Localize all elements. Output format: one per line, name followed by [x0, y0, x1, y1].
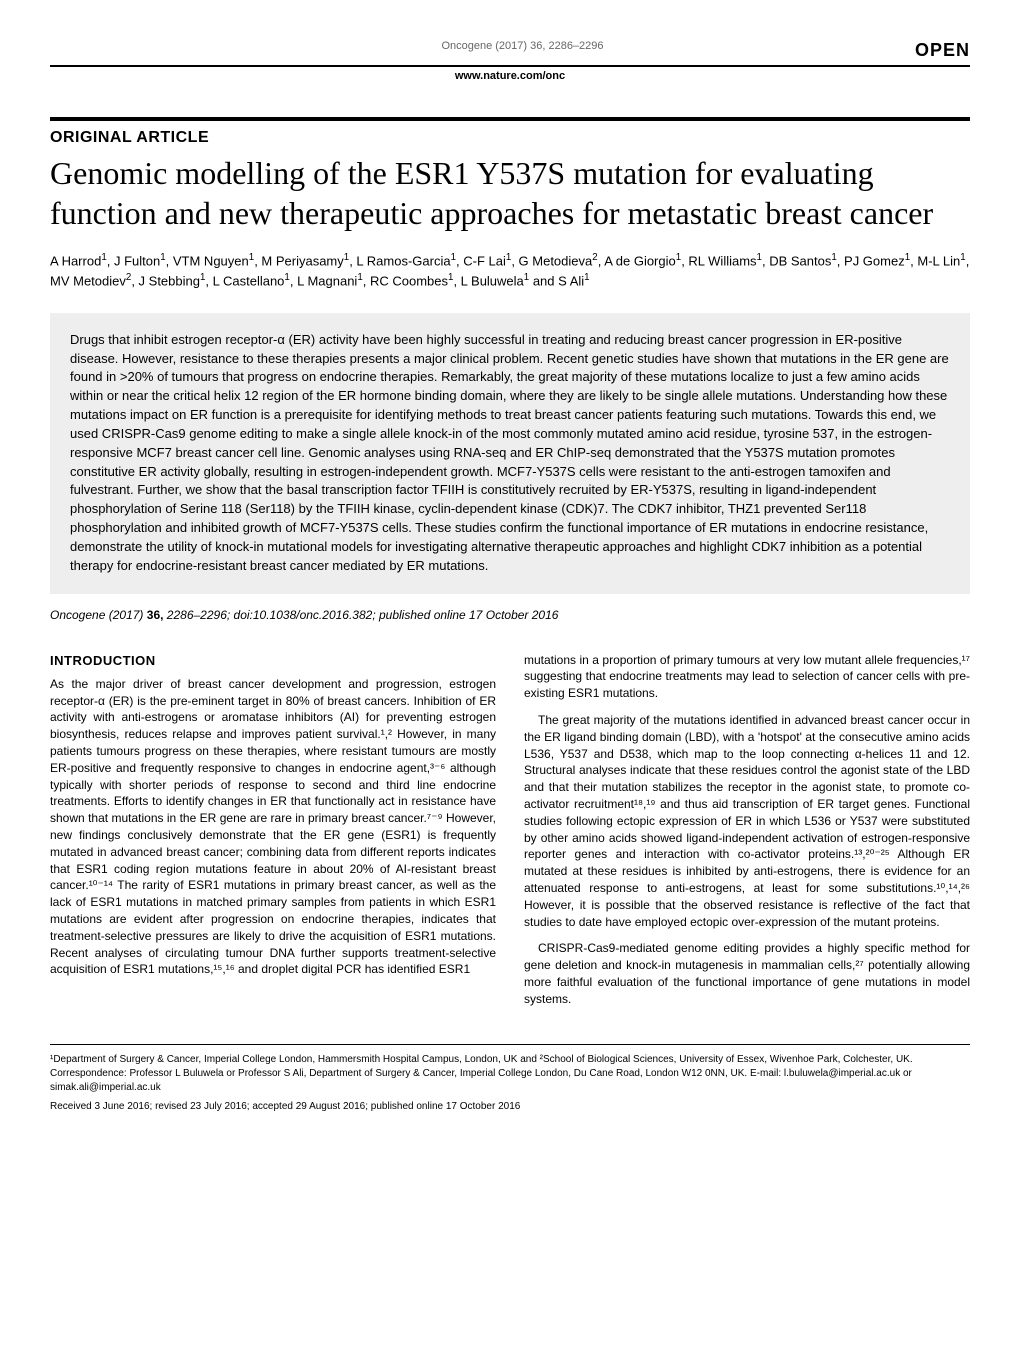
- abstract: Drugs that inhibit estrogen receptor-α (…: [50, 313, 970, 594]
- citation-line: Oncogene (2017) 36, 2286–2296; doi:10.10…: [50, 608, 970, 622]
- intro-paragraph-4: CRISPR-Cas9-mediated genome editing prov…: [524, 940, 970, 1007]
- section-heading-introduction: INTRODUCTION: [50, 652, 496, 670]
- citation-pages: 2286–2296; doi:10.1038/onc.2016.382; pub…: [167, 608, 559, 622]
- article-type: ORIGINAL ARTICLE: [50, 117, 970, 147]
- intro-paragraph-1: As the major driver of breast cancer dev…: [50, 676, 496, 978]
- journal-url: www.nature.com/onc: [50, 65, 970, 82]
- author-list: A Harrod1, J Fulton1, VTM Nguyen1, M Per…: [50, 251, 970, 291]
- intro-paragraph-3: The great majority of the mutations iden…: [524, 712, 970, 930]
- affiliations: ¹Department of Surgery & Cancer, Imperia…: [50, 1044, 970, 1095]
- journal-reference: Oncogene (2017) 36, 2286–2296: [130, 40, 915, 52]
- citation-year: (2017): [109, 608, 144, 622]
- citation-journal: Oncogene: [50, 608, 105, 622]
- article-title: Genomic modelling of the ESR1 Y537S muta…: [50, 153, 970, 233]
- received-dates: Received 3 June 2016; revised 23 July 20…: [50, 1101, 970, 1112]
- open-access-badge: OPEN: [915, 40, 970, 61]
- body-columns: INTRODUCTION As the major driver of brea…: [50, 652, 970, 1018]
- citation-volume: 36,: [147, 608, 164, 622]
- header-row: Oncogene (2017) 36, 2286–2296 OPEN: [50, 40, 970, 61]
- column-left: INTRODUCTION As the major driver of brea…: [50, 652, 496, 1018]
- column-right: mutations in a proportion of primary tum…: [524, 652, 970, 1018]
- intro-paragraph-2: mutations in a proportion of primary tum…: [524, 652, 970, 702]
